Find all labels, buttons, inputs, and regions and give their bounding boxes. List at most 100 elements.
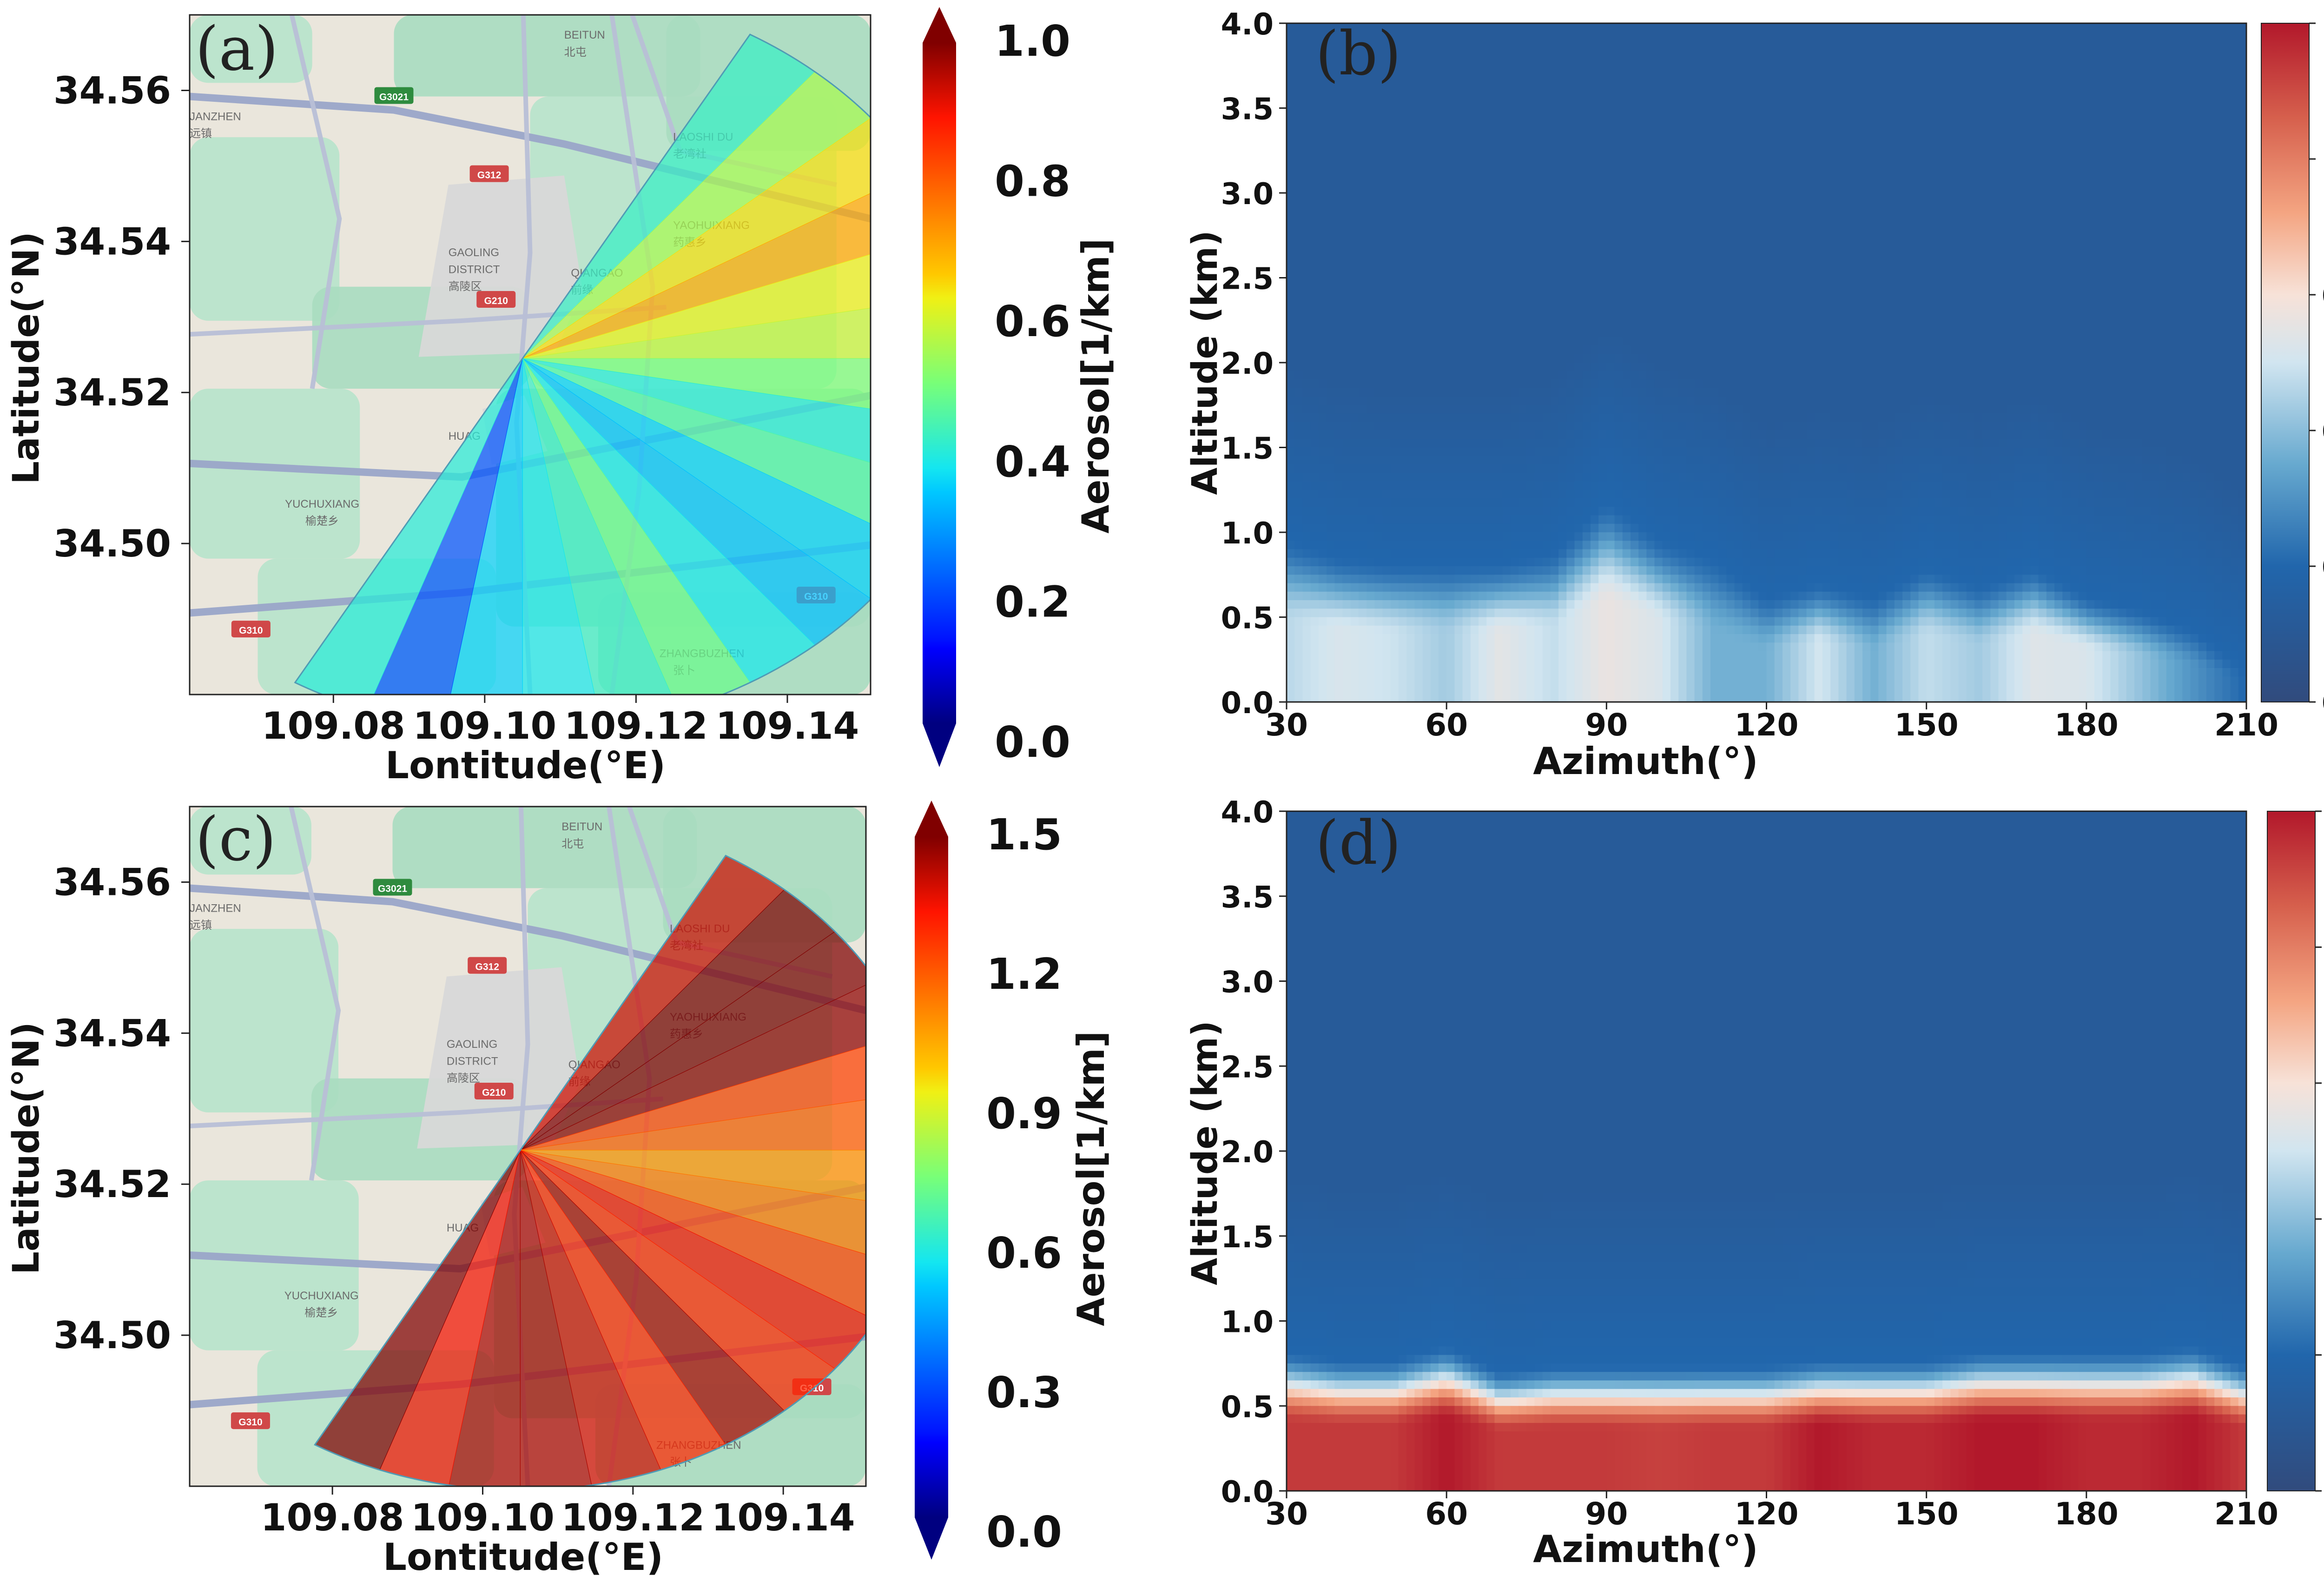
map-panel-a: BEITUN北屯JANZHEN远镇LAOSHI DU老湾社GAOLINGDIST… <box>6 7 1117 787</box>
scan-sector <box>520 985 866 1151</box>
road-shield-label: G312 <box>477 170 501 181</box>
map-place-label: BEITUN <box>561 821 602 833</box>
y-tick-label: 1.5 <box>1221 432 1274 466</box>
y-tick-label: 3.5 <box>1221 880 1274 915</box>
colorbar <box>2261 23 2310 702</box>
map-place-label: BEITUN <box>564 29 605 41</box>
colorbar <box>915 837 948 1517</box>
map-place-label: DISTRICT <box>447 1055 498 1068</box>
colorbar <box>923 43 956 723</box>
y-tick-label: 4.0 <box>1221 795 1274 830</box>
scan-sector <box>522 358 871 463</box>
x-tick-label: 150 <box>1895 707 1959 743</box>
panel-label: (b) <box>1315 18 1401 89</box>
colorbar-tick-label: 0.3 <box>986 1368 1062 1417</box>
map-place-label: 榆楚乡 <box>305 515 339 528</box>
colorbar-tick-label: 1.2 <box>986 949 1062 999</box>
colorbar-label: Aerosol[1/km] <box>1070 1031 1113 1326</box>
panel-label: (d) <box>1315 808 1401 878</box>
x-tick-label: 120 <box>1735 1496 1799 1532</box>
x-tick-label: 120 <box>1735 707 1799 743</box>
colorbar-tick-label: 0.4 <box>995 437 1070 487</box>
y-tick-label: 0.0 <box>1221 1475 1274 1509</box>
map-frame <box>189 806 867 1487</box>
scan-sector <box>450 358 523 695</box>
y-tick-label: 34.52 <box>53 371 171 414</box>
map-place-label: DISTRICT <box>449 264 500 276</box>
road-shield-label: G312 <box>475 962 499 973</box>
road-shield-badge <box>468 957 507 974</box>
road-shield-label: G310 <box>238 1417 262 1428</box>
x-tick-label: 109.08 <box>261 1496 404 1539</box>
scan-sector <box>522 358 595 695</box>
map-place-label: 远镇 <box>190 919 212 932</box>
colorbar <box>2267 811 2316 1491</box>
road-shield-label: G310 <box>239 625 263 636</box>
colorbar-extend-max <box>923 7 956 43</box>
road-shield-label: G210 <box>484 296 508 306</box>
road-shield-badge <box>474 1083 514 1100</box>
x-axis-label: Lontitude(°E) <box>383 1536 663 1579</box>
heatmap-cells <box>1287 23 2247 702</box>
map-place-label: 高陵区 <box>449 280 482 293</box>
x-tick-label: 150 <box>1895 1496 1959 1532</box>
scan-sector <box>522 118 871 359</box>
y-axis-label: Latitude(°N) <box>6 1022 47 1275</box>
x-tick-label: 210 <box>2214 1496 2278 1532</box>
colorbar-tick-label: 0.6 <box>986 1228 1062 1278</box>
map-place-label: JANZHEN <box>190 111 241 123</box>
road-shield-badge <box>373 879 412 896</box>
map-place-label: JANZHEN <box>190 902 241 915</box>
scan-sectors <box>314 854 866 1486</box>
map-place-label: 北屯 <box>561 838 584 850</box>
profile-panel-b: 30 60 90 120 150 180 210 Azimuth(°) 0.0 0.5 1.0 1.5… <box>1184 7 2324 783</box>
x-axis-label: Azimuth(°) <box>1533 740 1758 783</box>
x-tick-label: 109.12 <box>561 1496 705 1539</box>
colorbar-tick-label: 0.9 <box>2322 279 2324 313</box>
scan-sector <box>520 1099 866 1151</box>
scan-sector <box>522 358 672 695</box>
y-tick-label: 34.52 <box>53 1163 171 1206</box>
y-tick-label: 3.0 <box>1221 177 1274 212</box>
y-tick-label: 2.0 <box>1221 1135 1274 1170</box>
scan-sector <box>520 1046 866 1151</box>
map-place-label: 榆楚乡 <box>304 1307 338 1319</box>
road-shield-badge <box>374 87 414 104</box>
map-place-label: GAOLING <box>449 246 499 259</box>
map-place-label: YUCHUXIANG <box>284 1290 359 1302</box>
y-tick-label: 4.0 <box>1221 7 1274 42</box>
panel-label: (a) <box>195 13 278 84</box>
x-tick-label: 30 <box>1265 707 1308 743</box>
y-axis-label: Latitude(°N) <box>6 232 47 484</box>
x-tick-label: 60 <box>1425 1496 1468 1532</box>
y-tick-label: 34.50 <box>53 1314 171 1357</box>
x-axis-label: Azimuth(°) <box>1533 1528 1758 1571</box>
y-tick-label: 34.50 <box>53 522 171 565</box>
x-tick-label: 180 <box>2054 1496 2119 1532</box>
colorbar-label: Aerosol[1/km] <box>1074 238 1117 533</box>
road-shield-badge <box>469 165 509 182</box>
road-shield-badge <box>231 1412 270 1430</box>
colorbar-tick-label: 0.9 <box>986 1089 1062 1139</box>
colorbar-tick-label: 0.0 <box>995 717 1070 767</box>
x-tick-label: 90 <box>1585 1496 1628 1532</box>
x-tick-label: 109.10 <box>411 1496 555 1539</box>
colorbar-tick-label: 1.5 <box>986 810 1062 860</box>
scan-sector <box>522 358 871 410</box>
colorbar-tick-label: 0.8 <box>995 157 1070 206</box>
x-tick-label: 109.14 <box>712 1496 855 1539</box>
y-tick-label: 1.0 <box>1221 1305 1274 1340</box>
y-tick-label: 3.0 <box>1221 966 1274 1000</box>
scan-sector <box>522 308 871 359</box>
map-place-label: 北屯 <box>564 46 587 59</box>
x-tick-label: 109.08 <box>262 704 405 748</box>
heatmap-cells <box>1287 811 2247 1491</box>
road-shield-badge <box>476 291 516 308</box>
x-tick-label: 30 <box>1265 1496 1308 1532</box>
x-tick-label: 90 <box>1585 707 1628 743</box>
colorbar-tick-label: 0.2 <box>995 577 1070 627</box>
colorbar-tick-label: 1.2 <box>2322 143 2324 178</box>
y-tick-label: 34.54 <box>53 220 171 263</box>
map-panel-c: BEITUN北屯JANZHEN远镇LAOSHI DU老湾社GAOLINGDIST… <box>6 801 1113 1579</box>
scan-sector <box>522 254 871 359</box>
